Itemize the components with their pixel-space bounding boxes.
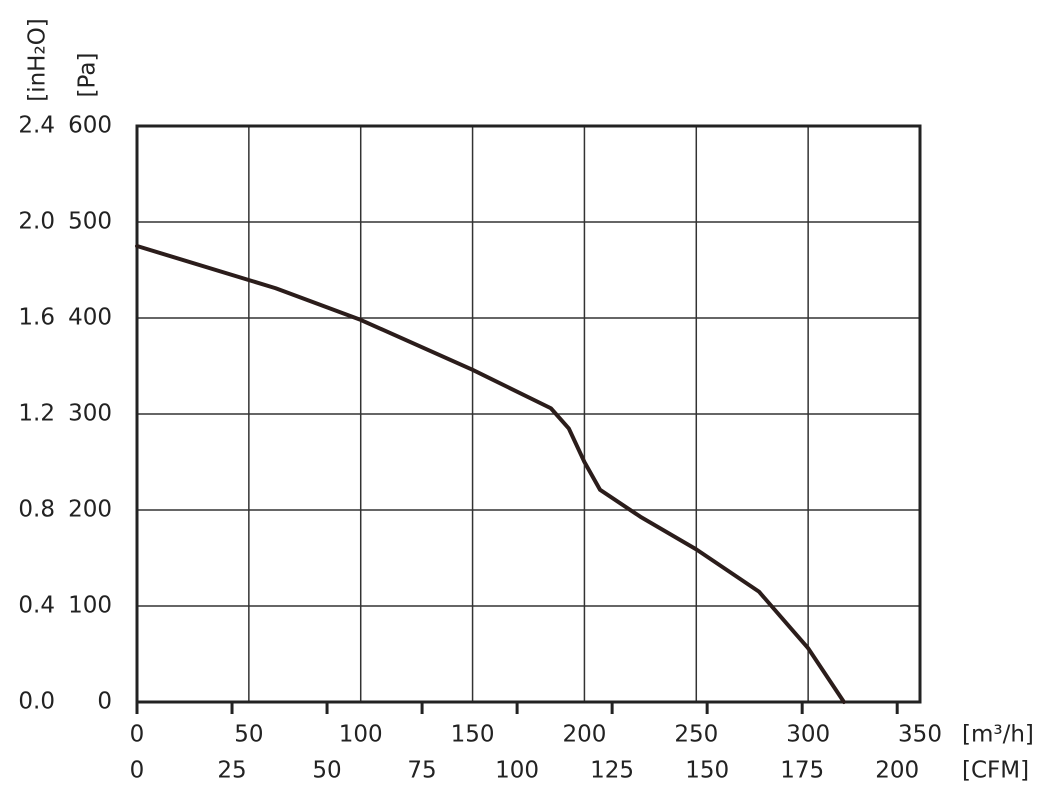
x-tick-label: 350	[898, 722, 942, 748]
x2-tick-label: 75	[407, 758, 436, 784]
y-tick-label: 500	[68, 209, 112, 235]
y-tick-label: 300	[68, 401, 112, 427]
y2-tick-label: 2.0	[18, 209, 55, 235]
curve	[135, 244, 846, 704]
x-tick-label: 100	[339, 722, 383, 748]
x-tick-label: 150	[451, 722, 495, 748]
x-tick-label: 300	[786, 722, 830, 748]
x2-tick-label: 100	[495, 758, 539, 784]
plot-frame	[135, 124, 922, 704]
y-tick-label: 600	[68, 113, 112, 139]
x-tick-label: 0	[130, 722, 145, 748]
x-tick-label: 250	[674, 722, 718, 748]
x2-tick-label: 50	[312, 758, 341, 784]
x2-tick-label: 25	[217, 758, 246, 784]
y2-tick-label: 0.0	[18, 689, 55, 715]
y-axis-label: [Pa]	[75, 53, 101, 98]
x2-tick-label: 150	[685, 758, 729, 784]
y-tick-label: 200	[68, 497, 112, 523]
y2-axis-label: [inH₂O]	[25, 18, 51, 102]
x2-tick-label: 200	[875, 758, 919, 784]
x2-axis-label: [CFM]	[962, 758, 1029, 784]
x-tick-label: 200	[562, 722, 606, 748]
x2-tick-label: 125	[590, 758, 634, 784]
x2-tick-label: 0	[130, 758, 145, 784]
y-tick-label: 400	[68, 305, 112, 331]
x2-tick-label: 175	[780, 758, 824, 784]
y2-tick-label: 0.8	[18, 497, 55, 523]
y2-tick-label: 2.4	[18, 113, 55, 139]
x-axis-label: [m³/h]	[962, 722, 1034, 748]
y-tick-label: 0	[97, 689, 112, 715]
y-tick-label: 100	[68, 593, 112, 619]
y2-tick-label: 0.4	[18, 593, 55, 619]
y2-tick-label: 1.2	[18, 401, 55, 427]
y2-tick-label: 1.6	[18, 305, 55, 331]
x-tick-label: 50	[234, 722, 263, 748]
